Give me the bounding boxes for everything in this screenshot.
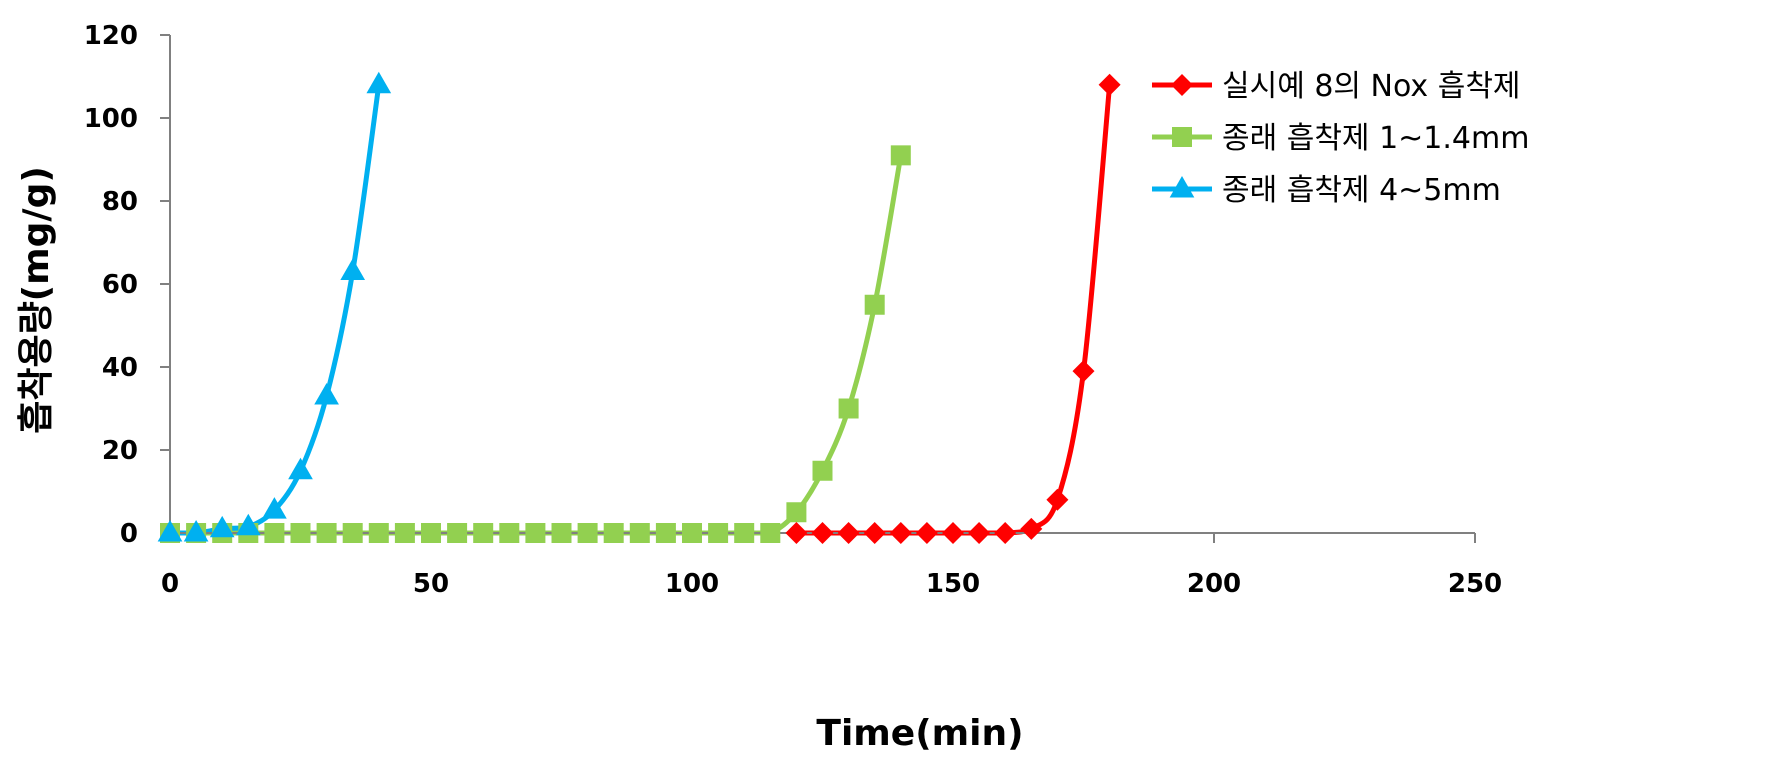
- legend-label: 종래 흡착제 4~5mm: [1222, 173, 1501, 208]
- x-tick-label: 50: [413, 569, 449, 599]
- legend-item-2: 종래 흡착제 1~1.4mm: [1152, 121, 1529, 156]
- x-tick-label: 150: [926, 569, 980, 599]
- data-point-series-2: [578, 523, 598, 543]
- data-point-series-2: [499, 523, 519, 543]
- data-point-series-2: [473, 523, 493, 543]
- data-point-series-1: [1046, 489, 1068, 511]
- y-tick-label: 100: [84, 104, 138, 134]
- data-point-series-3: [366, 72, 391, 93]
- y-axis-title: 흡착용량(mg/g): [16, 166, 57, 434]
- data-point-series-1: [785, 522, 807, 544]
- data-point-series-1: [838, 522, 860, 544]
- data-point-series-2: [760, 523, 780, 543]
- data-point-series-1: [1020, 518, 1042, 540]
- legend-item-3: 종래 흡착제 4~5mm: [1152, 173, 1501, 208]
- data-point-series-2: [525, 523, 545, 543]
- data-point-series-1: [968, 522, 990, 544]
- data-point-series-2: [839, 399, 859, 419]
- data-point-series-1: [1073, 360, 1095, 382]
- data-point-series-2: [291, 523, 311, 543]
- y-tick-label: 0: [120, 519, 138, 549]
- series-lines: [170, 85, 1110, 533]
- y-tick-label: 40: [102, 353, 138, 383]
- data-point-series-2: [317, 523, 337, 543]
- x-tick-label: 100: [665, 569, 719, 599]
- data-point-series-1: [942, 522, 964, 544]
- x-tick-label: 200: [1187, 569, 1241, 599]
- data-point-series-2: [395, 523, 415, 543]
- data-point-series-2: [656, 523, 676, 543]
- data-point-series-2: [734, 523, 754, 543]
- data-point-series-2: [682, 523, 702, 543]
- data-point-series-3: [314, 383, 339, 404]
- x-tick-label: 0: [161, 569, 179, 599]
- y-tick-label: 60: [102, 270, 138, 300]
- legend-label: 실시예 8의 Nox 흡착제: [1222, 69, 1521, 104]
- data-point-series-1: [916, 522, 938, 544]
- y-tick-label: 120: [84, 21, 138, 51]
- data-point-series-2: [630, 523, 650, 543]
- series-line-1: [796, 85, 1109, 533]
- x-axis-title: Time(min): [816, 713, 1023, 754]
- series-line-2: [170, 155, 901, 533]
- data-point-series-2: [708, 523, 728, 543]
- data-point-series-2: [447, 523, 467, 543]
- data-point-series-2: [343, 523, 363, 543]
- legend-label: 종래 흡착제 1~1.4mm: [1222, 121, 1529, 156]
- x-tick-label: 250: [1448, 569, 1502, 599]
- data-point-series-2: [604, 523, 624, 543]
- y-tick-label: 20: [102, 436, 138, 466]
- data-point-series-1: [1099, 74, 1121, 96]
- data-point-series-2: [369, 523, 389, 543]
- series-line-3: [170, 85, 379, 533]
- data-point-series-3: [288, 458, 313, 479]
- data-point-series-1: [812, 522, 834, 544]
- legend-marker: [1171, 74, 1193, 96]
- data-point-series-2: [421, 523, 441, 543]
- data-point-series-2: [813, 461, 833, 481]
- legend-marker: [1172, 127, 1192, 147]
- data-point-series-1: [864, 522, 886, 544]
- legend-item-1: 실시예 8의 Nox 흡착제: [1152, 69, 1521, 104]
- data-point-series-2: [264, 523, 284, 543]
- data-point-series-2: [891, 145, 911, 165]
- data-point-series-2: [786, 502, 806, 522]
- data-point-series-3: [340, 259, 365, 280]
- y-tick-label: 80: [102, 187, 138, 217]
- data-point-series-1: [994, 522, 1016, 544]
- legend: 실시예 8의 Nox 흡착제종래 흡착제 1~1.4mm 종래 흡착제 4~5mm: [1152, 69, 1529, 208]
- series-markers: [158, 72, 1121, 544]
- data-point-series-1: [890, 522, 912, 544]
- data-point-series-2: [552, 523, 572, 543]
- data-point-series-2: [865, 295, 885, 315]
